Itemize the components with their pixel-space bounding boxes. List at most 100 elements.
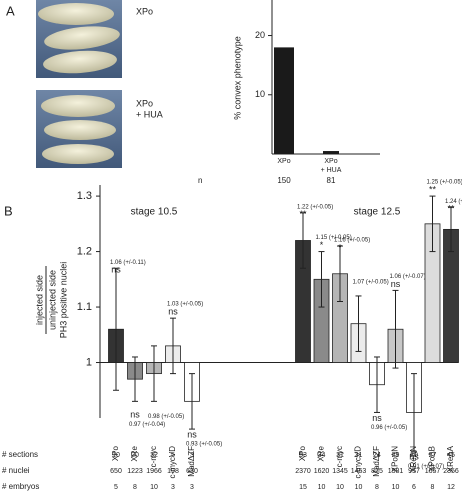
table-value: 1657: [425, 468, 441, 475]
y-axis-fraction: injected side uninjected side: [34, 266, 57, 334]
significance: ns: [111, 265, 121, 275]
row-label: # nuclei: [2, 466, 30, 475]
n-label: n: [198, 176, 202, 185]
photo-label: + HUA: [136, 109, 163, 119]
fraction-numerator: injected side: [34, 275, 44, 325]
x-tick-label: XPo: [324, 158, 337, 165]
category-label: MadΔZF: [372, 446, 381, 477]
category-label: XReΔN: [409, 446, 418, 473]
stage-label: stage 10.5: [131, 207, 178, 218]
table-value: 6: [412, 484, 416, 491]
bar: [274, 47, 294, 155]
table-value: 8: [133, 484, 137, 491]
table-value: 3: [190, 452, 194, 459]
panel-label: A: [6, 3, 15, 18]
significance: ns: [130, 410, 140, 420]
category-label: XRe: [130, 445, 139, 461]
value-label: 0.98 (+/-0.05): [148, 414, 184, 420]
table-value: 1345: [332, 468, 348, 475]
panel-label: B: [4, 203, 13, 218]
n-value: 150: [277, 176, 291, 185]
table-value: 8: [375, 484, 379, 491]
category-label: XPo: [298, 445, 307, 461]
category-label: c-mycVD: [168, 446, 177, 479]
table-value: 10: [318, 484, 326, 491]
category-label: c-mycVD: [354, 446, 363, 479]
table-value: 1620: [314, 468, 330, 475]
significance: ns: [168, 307, 178, 317]
value-label: 1.07 (+/-0.05): [353, 280, 389, 286]
value-label: 0.97 (+/-0.04): [129, 422, 165, 428]
value-label: 1.22 (+/-0.05): [297, 204, 333, 210]
table-value: 12: [447, 484, 455, 491]
y-tick-label: 1.1: [77, 301, 92, 313]
significance: **: [299, 209, 307, 219]
stage-label: stage 12.5: [354, 207, 401, 218]
table-value: 10: [336, 484, 344, 491]
table-value: 10: [392, 484, 400, 491]
table-value: 2356: [443, 468, 459, 475]
value-label: 1.15 (+/-0.05): [316, 235, 352, 241]
category-label: XRe: [317, 445, 326, 461]
table-value: 1223: [127, 468, 143, 475]
x-tick-label: + HUA: [321, 167, 342, 174]
table-value: 34: [318, 452, 326, 459]
photo-label: XPo: [136, 6, 153, 16]
significance: *: [338, 242, 342, 252]
table-value: 20: [410, 452, 418, 459]
value-label: 1.06 (+/-0.07): [390, 274, 426, 280]
significance: **: [447, 204, 455, 214]
value-label: 1.16 (+/-0.05): [334, 238, 370, 244]
n-value: 81: [327, 176, 336, 185]
significance: ns: [187, 429, 197, 439]
table-value: 630: [186, 468, 198, 475]
table-value: 1966: [146, 468, 162, 475]
table-value: 3: [171, 484, 175, 491]
value-label: 1.24 (+/-0.04): [445, 199, 462, 205]
table-value: 15: [299, 484, 307, 491]
table-value: 2370: [295, 468, 311, 475]
category-label: XPoΔB: [428, 446, 437, 472]
table-value: 650: [110, 468, 122, 475]
table-value: 10: [355, 484, 363, 491]
y-tick-label: 20: [255, 30, 265, 40]
photo: [36, 0, 122, 78]
significance: ns: [409, 452, 419, 462]
photo-label: XPo: [136, 98, 153, 108]
category-label: MadΔZF: [187, 446, 196, 477]
row-label: # sections: [2, 450, 38, 459]
x-tick-label: XPo: [277, 158, 290, 165]
table-value: 27: [429, 452, 437, 459]
table-value: 825: [371, 468, 383, 475]
table-value: 10: [112, 452, 120, 459]
table-value: 957: [408, 468, 420, 475]
value-label: 1.25 (+/-0.05): [427, 180, 462, 186]
category-label: XPoΔN: [391, 446, 400, 472]
value-label: 1.03 (+/-0.05): [167, 302, 203, 308]
y-tick-label: 1.3: [77, 190, 92, 202]
value-label: 0.93 (+/-0.05): [186, 442, 222, 448]
category-label: c-myc: [335, 446, 344, 467]
category-label: XPo: [111, 445, 120, 461]
table-value: 5: [114, 484, 118, 491]
y-tick-label: 1: [86, 356, 92, 368]
value-label: 0.91 (+/-0.07): [408, 464, 444, 470]
bar: [323, 151, 339, 154]
row-label: # embryos: [2, 482, 39, 491]
table-value: 53: [299, 452, 307, 459]
y-axis-title: PH3 positive nuclei: [58, 262, 68, 339]
value-label: 0.96 (+/-0.05): [371, 425, 407, 431]
y-tick-label: 1.2: [77, 245, 92, 257]
photo: [36, 90, 122, 168]
significance: ns: [372, 413, 382, 423]
table-value: 20: [131, 452, 139, 459]
significance: ns: [391, 279, 401, 289]
fraction-denominator: uninjected side: [47, 270, 57, 330]
table-value: 32: [150, 452, 158, 459]
y-axis-title: % convex phenotype: [232, 36, 242, 120]
table-value: 31: [336, 452, 344, 459]
table-value: 5: [171, 452, 175, 459]
table-value: 198: [167, 468, 179, 475]
y-tick-label: 10: [255, 89, 265, 99]
